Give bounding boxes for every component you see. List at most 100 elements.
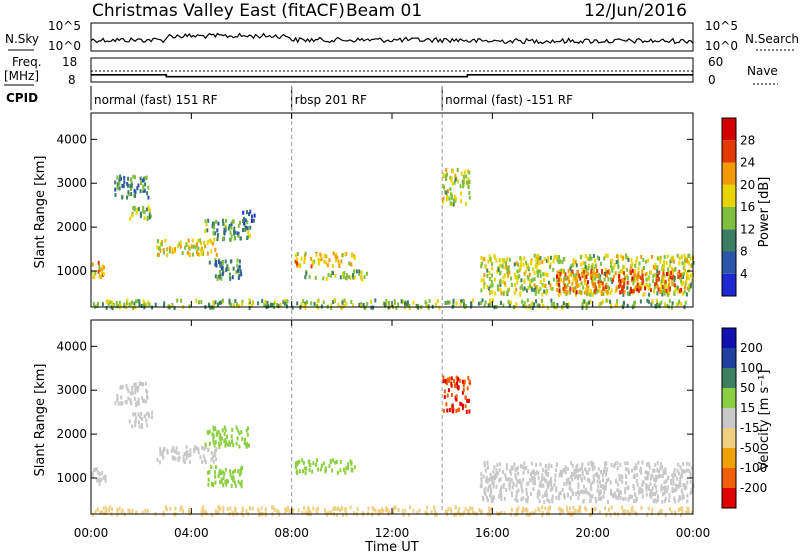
heatmap-cell <box>248 212 251 217</box>
heatmap-cell <box>182 458 185 463</box>
heatmap-cell <box>558 255 561 260</box>
heatmap-cell <box>665 479 668 483</box>
heatmap-cell <box>571 477 574 482</box>
heatmap-cell <box>303 260 306 265</box>
heatmap-cell <box>438 305 441 310</box>
heatmap-cell <box>233 480 236 485</box>
heatmap-cell <box>649 270 652 275</box>
heatmap-cell <box>480 477 483 482</box>
heatmap-cell <box>574 276 577 281</box>
colorbar-frame <box>721 327 737 509</box>
heatmap-cell <box>215 219 218 224</box>
heatmap-cell <box>656 273 659 278</box>
heatmap-cell <box>143 216 146 221</box>
heatmap-cell <box>649 492 651 497</box>
colorbar-swatch <box>722 388 736 408</box>
heatmap-cell <box>344 470 347 475</box>
heatmap-cell <box>130 187 132 191</box>
heatmap-cell <box>266 300 269 305</box>
heatmap-cell <box>443 389 446 394</box>
heatmap-cell <box>480 484 483 489</box>
freq-label: Freq. <box>12 55 42 69</box>
heatmap-cell <box>448 300 451 305</box>
heatmap-cell <box>459 184 462 189</box>
heatmap-cell <box>575 491 578 496</box>
heatmap-cell <box>537 257 540 262</box>
heatmap-cell <box>160 242 163 247</box>
heatmap-cell <box>231 428 234 432</box>
heatmap-cell <box>185 242 188 247</box>
heatmap-cell <box>539 256 542 261</box>
heatmap-cell <box>479 509 482 514</box>
heatmap-cell <box>594 272 597 277</box>
y-tick-label: 4000 <box>56 339 87 353</box>
heatmap-cell <box>672 474 675 479</box>
heatmap-cell <box>646 462 648 467</box>
heatmap-cell <box>583 476 586 480</box>
heatmap-cell <box>111 300 114 305</box>
heatmap-cell <box>228 300 231 305</box>
heatmap-cell <box>301 511 304 516</box>
heatmap-cell <box>566 303 569 307</box>
heatmap-cell <box>631 494 633 499</box>
heatmap-cell <box>446 377 449 382</box>
heatmap-cell <box>480 261 483 266</box>
heatmap-cell <box>627 467 630 472</box>
heatmap-cell <box>636 274 639 279</box>
heatmap-cell <box>659 287 662 291</box>
heatmap-cell <box>624 461 627 466</box>
heatmap-cell <box>226 479 229 484</box>
heatmap-cell <box>326 512 329 517</box>
heatmap-cell <box>525 498 528 502</box>
heatmap-cell <box>251 214 253 219</box>
heatmap-cell <box>534 285 537 290</box>
heatmap-cell <box>217 441 220 446</box>
heatmap-cell <box>462 387 465 392</box>
heatmap-cell <box>198 300 200 305</box>
heatmap-cell <box>201 445 203 450</box>
heatmap-cell <box>277 304 280 309</box>
heatmap-cell <box>487 286 490 291</box>
heatmap-cell <box>602 486 605 491</box>
heatmap-cell <box>488 276 491 281</box>
freq-unit-label: [MHz] <box>4 69 39 83</box>
heatmap-cell <box>498 478 501 483</box>
heatmap-cell <box>563 277 565 282</box>
heatmap-cell <box>142 178 145 183</box>
heatmap-cell <box>197 239 200 243</box>
heatmap-cell <box>571 473 574 478</box>
heatmap-cell <box>561 305 564 310</box>
heatmap-cell <box>493 465 496 470</box>
heatmap-cell <box>229 442 231 447</box>
heatmap-cell <box>523 256 526 261</box>
heatmap-cell <box>680 488 683 493</box>
heatmap-cell <box>108 505 111 510</box>
heatmap-cell <box>316 458 319 463</box>
heatmap-cell <box>605 513 608 518</box>
heatmap-cell <box>400 299 403 304</box>
heatmap-cell <box>543 257 546 262</box>
heatmap-cell <box>538 269 540 274</box>
heatmap-cell <box>558 288 561 293</box>
heatmap-cell <box>515 302 518 307</box>
heatmap-cell <box>206 228 209 233</box>
heatmap-cell <box>621 269 624 274</box>
heatmap-cell <box>463 170 466 175</box>
heatmap-cell <box>302 299 305 304</box>
heatmap-cell <box>562 287 565 291</box>
heatmap-cell <box>185 445 188 450</box>
heatmap-cell <box>545 258 548 263</box>
heatmap-cell <box>537 471 540 476</box>
heatmap-cell <box>511 465 514 470</box>
heatmap-cell <box>134 418 137 423</box>
heatmap-cell <box>610 258 613 263</box>
nsky-trace <box>90 32 694 45</box>
heatmap-cell <box>116 507 119 512</box>
heatmap-cell <box>240 511 243 515</box>
heatmap-cell <box>506 477 509 482</box>
heatmap-cell <box>492 475 494 480</box>
heatmap-cell <box>128 510 131 515</box>
heatmap-cell <box>132 412 135 417</box>
heatmap-cell <box>534 291 537 296</box>
